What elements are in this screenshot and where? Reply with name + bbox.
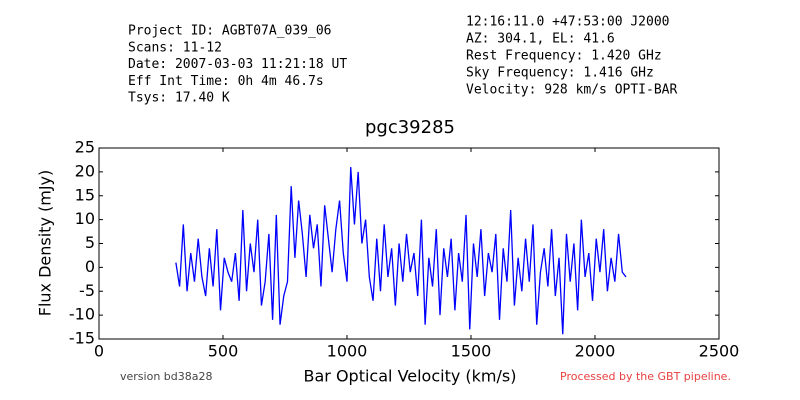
x-tick-label: 500 (208, 342, 239, 361)
x-tick-label: 2500 (699, 342, 740, 361)
header-line: AZ: 304.1, EL: 41.6 (466, 32, 615, 47)
y-tick-label: 10 (75, 209, 95, 228)
y-tick-label: -15 (69, 329, 95, 348)
y-tick-label: 15 (75, 185, 95, 204)
y-tick-label: -10 (69, 305, 95, 324)
version-label: version bd38a28 (120, 370, 213, 383)
y-tick-label: 25 (75, 138, 95, 157)
pipeline-label: Processed by the GBT pipeline. (560, 370, 731, 383)
plot-frame (98, 147, 720, 340)
header-line: Date: 2007-03-03 11:21:18 UT (128, 57, 347, 72)
header-line: Sky Frequency: 1.416 GHz (466, 66, 654, 81)
spectrum-line (175, 167, 627, 335)
header-line: Scans: 11-12 (128, 40, 222, 55)
chart-title: pgc39285 (365, 117, 455, 138)
x-tick-label: 0 (94, 342, 104, 361)
x-tick-label: 2000 (575, 342, 616, 361)
y-tick-label: 0 (85, 257, 95, 276)
header-line: Rest Frequency: 1.420 GHz (466, 49, 662, 64)
y-axis-label: Flux Density (mJy) (36, 170, 55, 317)
header-line: Velocity: 928 km/s OPTI-BAR (466, 83, 677, 98)
y-tick-label: -5 (79, 281, 95, 300)
header-line: Tsys: 17.40 K (128, 91, 230, 106)
x-tick-label: 1000 (327, 342, 368, 361)
x-tick-label: 1500 (451, 342, 492, 361)
y-tick-label: 5 (85, 233, 95, 252)
header-line: Project ID: AGBT07A_039_06 (128, 24, 332, 39)
header-line: 12:16:11.0 +47:53:00 J2000 (466, 15, 670, 30)
x-axis-label: Bar Optical Velocity (km/s) (304, 367, 517, 386)
y-tick-label: 20 (75, 161, 95, 180)
header-line: Eff Int Time: 0h 4m 46.7s (128, 74, 324, 89)
